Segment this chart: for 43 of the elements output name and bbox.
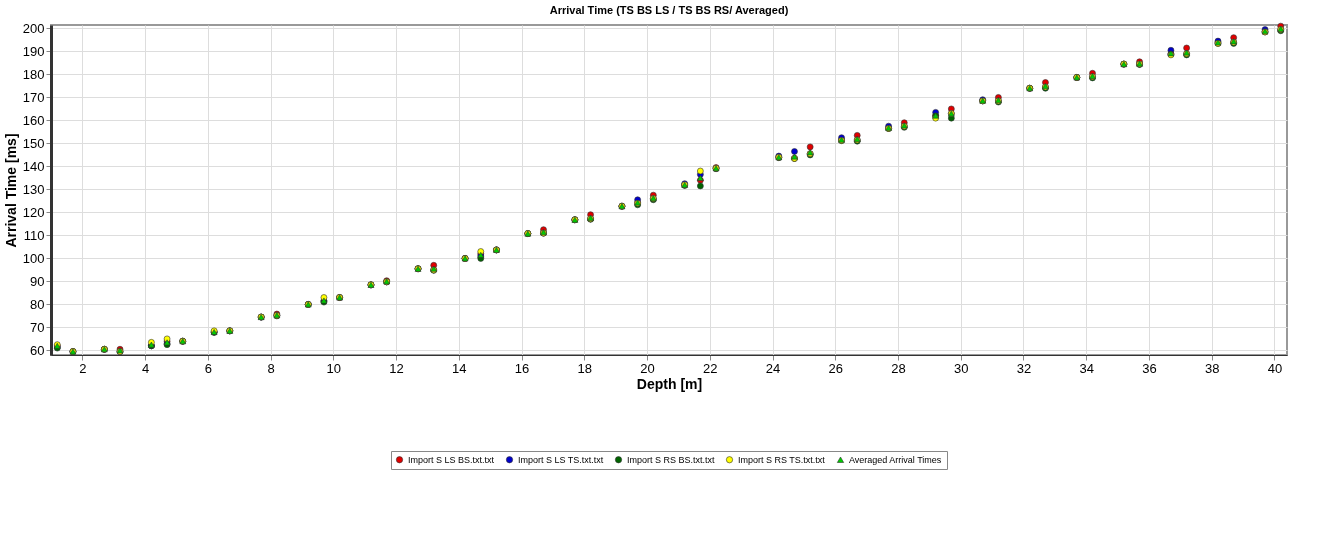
x-tick-label: 40 xyxy=(1267,360,1283,376)
y-tick-label: 140 xyxy=(22,158,45,174)
y-tick-label: 150 xyxy=(22,135,45,151)
legend-label: Import S LS TS.txt.txt xyxy=(518,454,604,465)
legend-label: Averaged Arrival Times xyxy=(849,454,942,465)
x-tick-label: 4 xyxy=(141,360,150,376)
x-tick-label: 34 xyxy=(1079,360,1094,376)
y-tick-label: 120 xyxy=(22,204,45,220)
y-tick-label: 90 xyxy=(30,273,45,289)
x-axis-title: Depth [m] xyxy=(636,375,703,392)
y-tick-label: 60 xyxy=(30,342,45,358)
x-tick-label: 10 xyxy=(326,360,342,376)
x-tick-label: 2 xyxy=(79,360,87,376)
x-tick-label: 6 xyxy=(204,360,212,376)
legend-label: Import S RS TS.txt.txt xyxy=(738,454,826,465)
x-tick-label: 18 xyxy=(577,360,593,376)
x-tick-label: 28 xyxy=(891,360,906,376)
x-tick-label: 24 xyxy=(765,360,781,376)
chart-title: Arrival Time (TS BS LS / TS BS RS/ Averaged) xyxy=(549,3,789,16)
y-tick-label: 200 xyxy=(22,20,45,36)
y-tick-label: 110 xyxy=(23,227,45,243)
y-tick-label: 170 xyxy=(22,89,45,105)
y-tick-label: 100 xyxy=(22,250,45,266)
y-tick-label: 80 xyxy=(30,296,45,312)
x-tick-label: 38 xyxy=(1204,360,1220,376)
y-tick-label: 130 xyxy=(22,181,45,197)
x-tick-label: 32 xyxy=(1016,360,1032,376)
legend-label: Import S LS BS.txt.txt xyxy=(408,454,495,465)
x-tick-label: 12 xyxy=(389,360,404,376)
legend-label: Import S RS BS.txt.txt xyxy=(627,454,716,465)
y-tick-label: 180 xyxy=(22,66,45,82)
x-tick-label: 8 xyxy=(267,360,275,376)
x-tick-label: 16 xyxy=(514,360,530,376)
y-axis-title: Arrival Time [ms] xyxy=(2,133,19,248)
x-tick-label: 30 xyxy=(954,360,969,376)
x-tick-label: 36 xyxy=(1142,360,1157,376)
x-tick-label: 22 xyxy=(703,360,718,376)
x-tick-label: 14 xyxy=(452,360,467,376)
y-tick-label: 70 xyxy=(30,319,45,335)
y-tick-label: 190 xyxy=(22,43,45,59)
x-tick-label: 26 xyxy=(828,360,843,376)
y-tick-label: 160 xyxy=(22,112,45,128)
x-tick-label: 20 xyxy=(640,360,655,376)
